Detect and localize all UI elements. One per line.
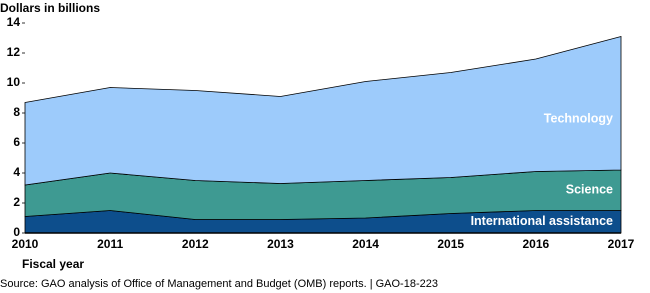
y-axis-label: Dollars in billions [0,1,100,15]
y-tick-label: 4 [13,165,20,179]
x-axis-label: Fiscal year [22,257,84,271]
source-note: Source: GAO analysis of Office of Manage… [0,278,438,290]
x-tick-label: 2015 [437,237,464,251]
x-tick-label: 2012 [182,237,209,251]
x-tick-label: 2017 [608,237,635,251]
x-tick-label: 2013 [267,237,294,251]
y-tick-label: 8 [13,105,20,119]
area [24,35,622,186]
x-tick-label: 2014 [352,237,379,251]
x-tick-label: 2011 [97,237,123,251]
series-label: Science [566,183,613,197]
series-label: Technology [544,112,613,126]
y-tick-label: 6 [13,135,20,149]
y-tick-label: 14 [7,15,21,29]
y-tick-label: 2 [13,195,20,209]
y-tick-label: 12 [7,45,21,59]
series-label: International assistance [471,214,613,228]
x-tick-label: 2010 [12,237,39,251]
x-tick-label: 2016 [523,237,550,251]
y-tick-label: 10 [7,75,21,89]
y-tick-label: 0 [13,225,20,239]
